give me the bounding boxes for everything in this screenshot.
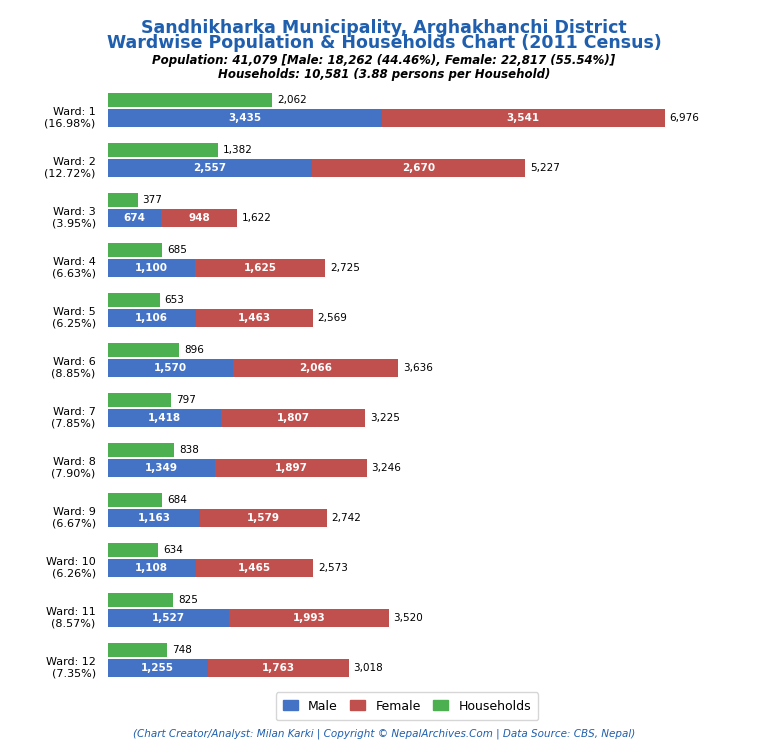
Legend: Male, Female, Households: Male, Female, Households	[276, 692, 538, 720]
Bar	[382, 109, 665, 127]
Bar	[215, 459, 367, 477]
Text: 684: 684	[167, 495, 187, 505]
Bar	[196, 309, 313, 327]
Text: 3,636: 3,636	[402, 363, 432, 373]
Bar	[108, 243, 162, 257]
Text: 6,976: 6,976	[670, 113, 700, 123]
Text: (Chart Creator/Analyst: Milan Karki | Copyright © NepalArchives.Com | Data Sourc: (Chart Creator/Analyst: Milan Karki | Co…	[133, 729, 635, 739]
Text: 1,763: 1,763	[262, 663, 295, 672]
Bar	[230, 609, 389, 626]
Bar	[195, 259, 325, 276]
Text: 2,573: 2,573	[318, 562, 348, 573]
Bar	[108, 409, 220, 426]
Text: 1,625: 1,625	[243, 263, 276, 273]
Text: 3,018: 3,018	[353, 663, 383, 672]
Text: 838: 838	[179, 445, 199, 455]
Text: 1,622: 1,622	[242, 213, 272, 223]
Bar	[108, 609, 230, 626]
Bar	[108, 659, 208, 676]
Text: 685: 685	[167, 245, 187, 255]
Bar	[108, 293, 160, 307]
Bar	[196, 559, 313, 577]
Text: Households: 10,581 (3.88 persons per Household): Households: 10,581 (3.88 persons per Hou…	[218, 68, 550, 81]
Text: 1,579: 1,579	[247, 513, 280, 523]
Bar	[108, 109, 382, 127]
Text: 5,227: 5,227	[530, 163, 560, 173]
Text: 3,435: 3,435	[228, 113, 261, 123]
Bar	[108, 309, 196, 327]
Bar	[108, 493, 162, 507]
Text: 653: 653	[164, 295, 184, 305]
Bar	[108, 593, 174, 607]
Bar	[108, 193, 137, 207]
Bar	[108, 459, 215, 477]
Text: 1,349: 1,349	[145, 463, 178, 473]
Text: 1,100: 1,100	[135, 263, 168, 273]
Text: 1,255: 1,255	[141, 663, 174, 672]
Text: 948: 948	[188, 213, 210, 223]
Text: Sandhikharka Municipality, Arghakhanchi District: Sandhikharka Municipality, Arghakhanchi …	[141, 19, 627, 37]
Text: 3,225: 3,225	[370, 413, 400, 422]
Bar	[108, 559, 196, 577]
Bar	[108, 159, 312, 176]
Text: 1,993: 1,993	[293, 613, 326, 623]
Text: 1,527: 1,527	[152, 613, 185, 623]
Text: 748: 748	[172, 645, 192, 655]
Bar	[200, 509, 326, 526]
Bar	[108, 209, 161, 227]
Text: 1,807: 1,807	[276, 413, 310, 422]
Bar	[108, 143, 218, 157]
Text: 377: 377	[142, 195, 162, 205]
Text: 797: 797	[176, 395, 196, 405]
Text: 2,066: 2,066	[299, 363, 332, 373]
Text: 1,108: 1,108	[135, 562, 168, 573]
Bar	[312, 159, 525, 176]
Text: 825: 825	[178, 595, 198, 605]
Bar	[108, 443, 174, 457]
Bar	[108, 93, 272, 107]
Bar	[161, 209, 237, 227]
Text: 1,570: 1,570	[154, 363, 187, 373]
Text: 3,520: 3,520	[393, 613, 423, 623]
Text: 1,382: 1,382	[223, 145, 253, 155]
Text: 896: 896	[184, 345, 204, 355]
Text: Population: 41,079 [Male: 18,262 (44.46%), Female: 22,817 (55.54%)]: Population: 41,079 [Male: 18,262 (44.46%…	[152, 54, 616, 67]
Text: 1,163: 1,163	[137, 513, 170, 523]
Text: 1,897: 1,897	[274, 463, 307, 473]
Text: 674: 674	[124, 213, 145, 223]
Text: 2,569: 2,569	[317, 312, 347, 323]
Text: 3,246: 3,246	[372, 463, 402, 473]
Text: 2,742: 2,742	[331, 513, 361, 523]
Text: 2,725: 2,725	[330, 263, 360, 273]
Bar	[108, 359, 233, 376]
Text: 2,670: 2,670	[402, 163, 435, 173]
Text: Wardwise Population & Households Chart (2011 Census): Wardwise Population & Households Chart (…	[107, 34, 661, 52]
Bar	[108, 643, 167, 657]
Bar	[108, 259, 195, 276]
Bar	[108, 509, 200, 526]
Bar	[208, 659, 349, 676]
Bar	[108, 343, 179, 357]
Text: 1,418: 1,418	[147, 413, 180, 422]
Bar	[233, 359, 398, 376]
Bar	[108, 543, 158, 557]
Bar	[220, 409, 365, 426]
Text: 2,557: 2,557	[193, 163, 227, 173]
Text: 1,463: 1,463	[238, 312, 271, 323]
Text: 1,465: 1,465	[238, 562, 271, 573]
Text: 1,106: 1,106	[135, 312, 168, 323]
Text: 2,062: 2,062	[277, 95, 306, 105]
Text: 3,541: 3,541	[507, 113, 540, 123]
Text: 634: 634	[163, 545, 183, 555]
Bar	[108, 393, 171, 407]
